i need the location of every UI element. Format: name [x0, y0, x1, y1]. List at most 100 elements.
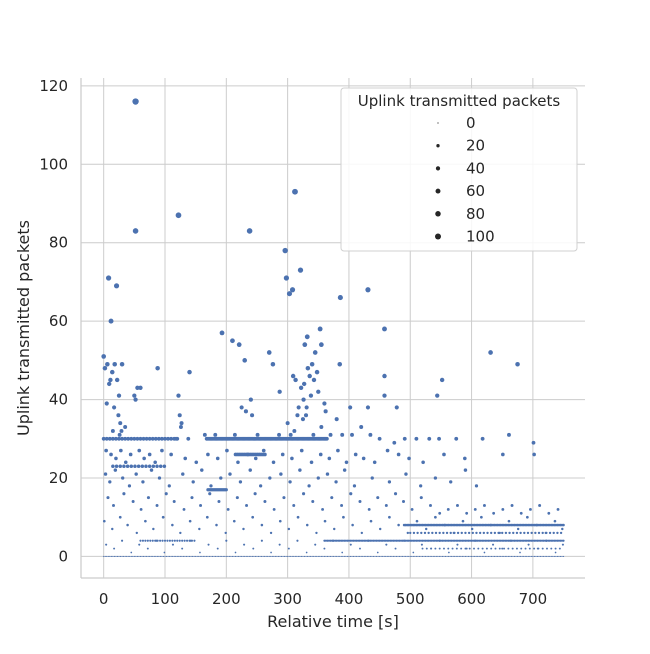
data-point	[179, 421, 184, 426]
data-point	[175, 212, 182, 219]
data-point	[215, 523, 218, 527]
data-point	[387, 480, 392, 484]
data-point	[141, 539, 145, 542]
data-point	[405, 555, 407, 558]
data-point	[241, 555, 243, 558]
data-point	[334, 417, 339, 422]
data-point	[109, 555, 111, 558]
data-point	[144, 539, 147, 542]
data-point	[501, 452, 505, 457]
data-point	[456, 539, 459, 542]
data-point	[478, 555, 480, 558]
data-point	[394, 405, 399, 410]
data-point	[316, 389, 321, 394]
data-point	[191, 480, 195, 484]
data-point	[257, 555, 260, 558]
data-point	[432, 555, 434, 558]
data-point	[477, 547, 480, 550]
data-point	[337, 555, 339, 558]
data-point	[357, 539, 360, 542]
data-point	[168, 539, 171, 542]
data-point	[527, 543, 530, 546]
data-point	[317, 555, 319, 558]
data-point	[248, 555, 250, 558]
data-point	[271, 460, 276, 465]
data-point	[430, 547, 433, 550]
data-point	[550, 547, 553, 550]
data-point	[200, 468, 204, 472]
data-point	[112, 361, 117, 367]
data-point	[346, 555, 349, 558]
data-point	[298, 385, 304, 390]
data-point	[407, 456, 411, 461]
data-point	[340, 432, 345, 437]
data-point	[190, 496, 194, 500]
data-point	[484, 539, 487, 542]
data-point	[436, 539, 439, 542]
data-point	[104, 436, 109, 441]
data-point	[333, 527, 336, 531]
data-point	[343, 555, 345, 558]
data-point	[149, 539, 152, 542]
data-point	[452, 555, 454, 558]
data-point	[424, 555, 427, 558]
data-point	[190, 555, 192, 558]
data-point	[522, 539, 525, 542]
data-point	[381, 539, 384, 542]
data-point	[480, 555, 482, 558]
data-point	[385, 555, 387, 558]
data-point	[367, 539, 370, 542]
data-point	[323, 519, 327, 523]
data-point	[414, 436, 419, 441]
data-point	[299, 448, 304, 453]
data-point	[468, 547, 471, 550]
data-point	[456, 531, 460, 535]
data-point	[121, 476, 125, 480]
legend-marker	[435, 188, 441, 194]
data-point	[377, 436, 382, 441]
data-point	[330, 496, 334, 500]
data-point	[461, 539, 464, 542]
data-point	[242, 358, 248, 363]
data-point	[490, 539, 493, 542]
data-point	[251, 555, 253, 558]
data-point	[382, 326, 387, 332]
data-point	[270, 555, 272, 558]
data-point	[468, 539, 472, 542]
data-point	[103, 472, 108, 476]
data-point	[193, 539, 196, 542]
data-point	[413, 539, 416, 542]
data-point	[158, 555, 160, 558]
data-point	[455, 555, 457, 558]
data-point	[259, 555, 261, 558]
data-point	[538, 503, 542, 507]
data-point	[417, 555, 419, 558]
data-point	[277, 555, 280, 558]
data-point	[155, 539, 158, 542]
data-point	[149, 468, 154, 472]
data-point	[541, 555, 543, 558]
data-point	[279, 472, 283, 476]
data-point	[133, 397, 138, 402]
data-point	[385, 543, 388, 546]
data-point	[272, 507, 276, 511]
data-point	[412, 551, 415, 554]
data-point	[238, 480, 243, 484]
y-axis-title: Uplink transmitted packets	[14, 220, 33, 436]
data-point	[121, 539, 124, 542]
data-point	[110, 436, 115, 441]
data-point	[335, 539, 338, 542]
data-point	[423, 531, 427, 535]
data-point	[422, 539, 426, 542]
data-point	[475, 531, 478, 535]
data-point	[147, 452, 152, 457]
data-point	[498, 555, 500, 558]
data-point	[427, 531, 430, 535]
data-point	[141, 436, 146, 441]
data-point	[156, 436, 161, 441]
data-point	[300, 417, 305, 422]
data-point	[348, 405, 353, 410]
data-point	[464, 531, 467, 535]
data-point	[141, 555, 143, 558]
